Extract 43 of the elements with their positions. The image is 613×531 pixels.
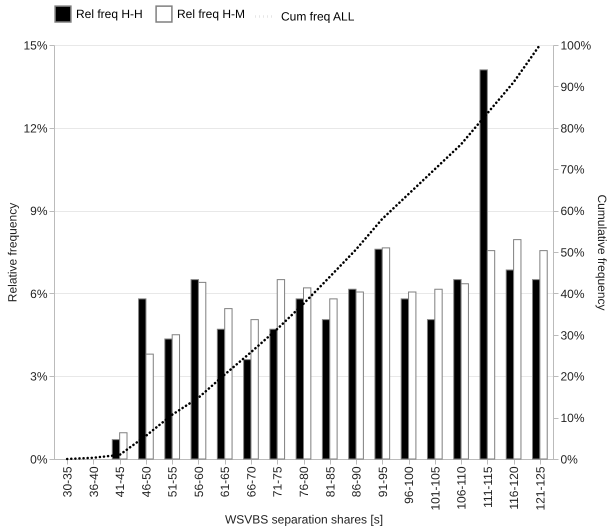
x-tick-label: 91-95	[376, 466, 390, 498]
y2-tick-label: 30%	[560, 328, 585, 342]
x-tick-label: 56-60	[192, 466, 206, 498]
y2-tick-label: 70%	[560, 162, 585, 177]
x-tick-label: 96-100	[402, 466, 416, 504]
x-tick-label: 111-115	[480, 466, 495, 508]
y2-tick-label: 10%	[560, 411, 585, 426]
line-series	[66, 44, 542, 460]
y2-tick-label: 60%	[560, 204, 585, 218]
x-tick-label: 41-45	[113, 466, 128, 498]
y-tick-label: 15%	[23, 38, 48, 52]
x-tick-label: 51-55	[166, 466, 180, 498]
y2-tick-label: 50%	[560, 246, 585, 260]
y2-tick-label: 80%	[560, 121, 585, 136]
y-tick-label: 12%	[23, 121, 48, 136]
x-tick-label: 30-35	[60, 466, 75, 498]
y2-tick-label: 40%	[560, 286, 585, 301]
y2-tick-label: 20%	[560, 370, 585, 384]
x-tick-label: 76-80	[297, 466, 311, 498]
x-tick-label: 121-125	[533, 466, 548, 511]
y2-axis-title: Cumulative frequency	[595, 194, 610, 311]
y2-tick-label: 90%	[560, 80, 585, 94]
y-tick-label: 0%	[30, 452, 48, 466]
y2-tick-label: 0%	[560, 452, 578, 466]
x-tick-label: 36-40	[86, 466, 101, 498]
y-tick-label: 3%	[30, 370, 48, 384]
x-axis-title: WSVBS separation shares [s]	[224, 512, 384, 527]
x-tick-label: 66-70	[244, 466, 258, 498]
y-tick-label: 6%	[30, 286, 48, 301]
x-tick-label: 106-110	[454, 466, 469, 510]
x-tick-label: 81-85	[323, 466, 338, 498]
x-tick-label: 116-120	[507, 466, 522, 510]
y2-tick-label: 100%	[560, 38, 592, 52]
legend-label: Rel freq H-H	[76, 7, 143, 22]
y-tick-label: 9%	[30, 204, 48, 218]
x-tick-label: 101-105	[428, 466, 442, 511]
legend-label: Cum freq ALL	[281, 10, 355, 24]
y-axis-title: Relative frequency	[5, 202, 20, 302]
x-tick-label: 46-50	[139, 466, 154, 498]
x-tick-label: 86-90	[350, 466, 364, 498]
x-tick-label: 71-75	[270, 466, 285, 498]
x-tick-label: 61-65	[218, 466, 232, 498]
legend-label: Rel freq H-M	[177, 7, 246, 22]
